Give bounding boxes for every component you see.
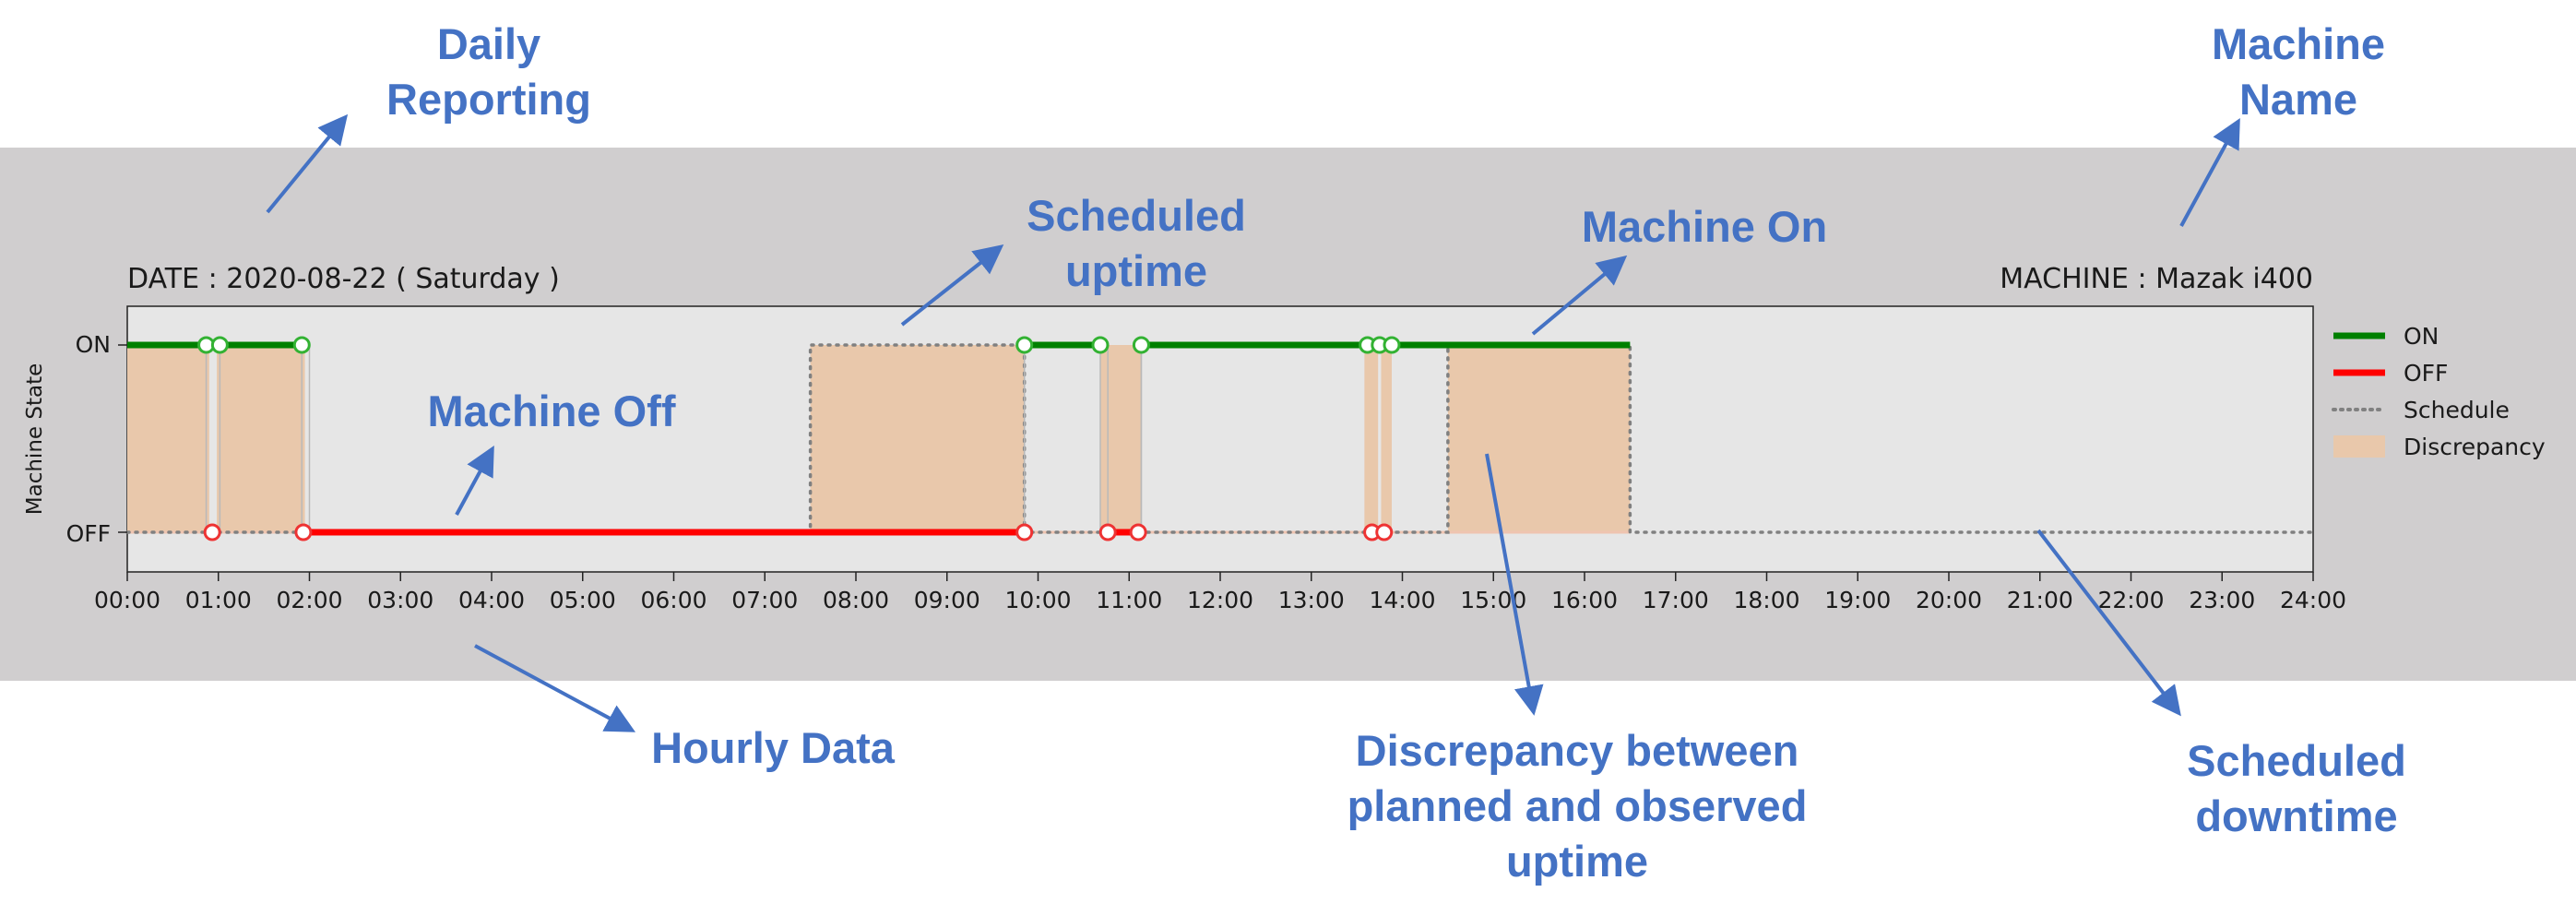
x-tick-label: 01:00 <box>185 587 252 613</box>
legend: ON OFF Schedule Discrepancy <box>2332 323 2546 460</box>
on-marker <box>1091 336 1110 354</box>
callout-machine-on: Machine On <box>1581 202 1828 251</box>
discrepancy-band <box>217 345 305 532</box>
off-marker <box>1015 523 1034 541</box>
schedule-line <box>125 343 2315 534</box>
arrow-machine-off <box>455 445 494 516</box>
off-marker <box>1098 523 1117 541</box>
x-tick-label: 13:00 <box>1278 587 1345 613</box>
x-tick-label: 09:00 <box>914 587 980 613</box>
arrow-machine-name <box>2179 117 2240 227</box>
off-marker <box>203 523 221 541</box>
x-tick-label: 04:00 <box>458 587 525 613</box>
machine-label: MACHINE : Mazak i400 <box>2000 263 2313 295</box>
discrepancy-band <box>1099 345 1142 532</box>
arrow-machine-on <box>1531 255 1628 336</box>
x-tick-label: 05:00 <box>550 587 616 613</box>
on-marker <box>1132 336 1150 354</box>
schedule-layer <box>125 343 2315 534</box>
discrepancy-layer <box>127 345 1631 532</box>
y-tick-on: ON <box>76 331 111 358</box>
x-tick-label: 07:00 <box>731 587 798 613</box>
arrow-scheduled-uptime <box>900 244 1004 327</box>
callout-hourly-data: Hourly Data <box>651 723 895 772</box>
legend-off-label: OFF <box>2404 360 2448 387</box>
x-tick-label: 08:00 <box>823 587 889 613</box>
callout-scheduled-uptime: Scheduled uptime <box>1027 191 1246 295</box>
x-tick-label: 06:00 <box>640 587 706 613</box>
x-tick-label: 22:00 <box>2097 587 2164 613</box>
discrepancy-band <box>1381 345 1392 532</box>
discrepancy-band <box>1447 345 1631 532</box>
arrow-scheduled-downtime <box>2036 529 2181 717</box>
x-tick-label: 00:00 <box>94 587 160 613</box>
discrepancy-band <box>1364 345 1379 532</box>
discrepancy-band <box>810 345 1025 532</box>
plot-area <box>126 305 2314 573</box>
x-tick-label: 12:00 <box>1187 587 1253 613</box>
legend-schedule-label: Schedule <box>2404 397 2510 423</box>
off-marker <box>294 523 313 541</box>
on-marker <box>1383 336 1401 354</box>
on-marker <box>210 336 229 354</box>
legend-on-label: ON <box>2404 323 2439 350</box>
x-axis: 00:00 01:00 02:00 03:00 04:00 05:00 06:00 07:00… <box>94 572 2346 613</box>
off-marker <box>1375 523 1394 541</box>
y-axis-label: Machine State <box>23 363 47 515</box>
x-tick-label: 10:00 <box>1004 587 1071 613</box>
arrow-discrepancy <box>1485 453 1544 716</box>
x-tick-label: 03:00 <box>367 587 433 613</box>
x-tick-label: 18:00 <box>1733 587 1799 613</box>
off-marker <box>1129 523 1147 541</box>
callout-arrows <box>266 113 2240 732</box>
y-tick-off: OFF <box>66 520 111 547</box>
x-tick-label: 17:00 <box>1643 587 1709 613</box>
date-label: DATE : 2020-08-22 ( Saturday ) <box>127 263 560 295</box>
callout-scheduled-downtime: Scheduled downtime <box>2187 736 2406 840</box>
x-tick-label: 11:00 <box>1096 587 1162 613</box>
callout-daily-reporting: Daily Reporting <box>386 19 591 124</box>
x-tick-label: 21:00 <box>2007 587 2073 613</box>
x-tick-label: 02:00 <box>276 587 342 613</box>
x-tick-label: 20:00 <box>1916 587 1982 613</box>
on-marker <box>1015 336 1034 354</box>
callout-machine-off: Machine Off <box>427 387 676 435</box>
x-tick-label: 16:00 <box>1551 587 1618 613</box>
on-marker <box>292 336 311 354</box>
callout-machine-name: Machine Name <box>2211 19 2386 124</box>
x-tick-label: 24:00 <box>2280 587 2346 613</box>
x-tick-label: 14:00 <box>1369 587 1435 613</box>
state-markers-layer <box>197 336 1401 541</box>
callout-discrepancy: Discrepancy between planned and observed… <box>1347 726 1808 886</box>
legend-discrepancy-swatch <box>2333 435 2385 458</box>
arrow-hourly-data <box>474 644 636 732</box>
x-tick-label: 19:00 <box>1824 587 1891 613</box>
arrow-daily-reporting <box>266 113 349 214</box>
legend-discrepancy-label: Discrepancy <box>2404 434 2546 460</box>
x-tick-label: 23:00 <box>2189 587 2255 613</box>
discrepancy-band <box>127 345 209 532</box>
